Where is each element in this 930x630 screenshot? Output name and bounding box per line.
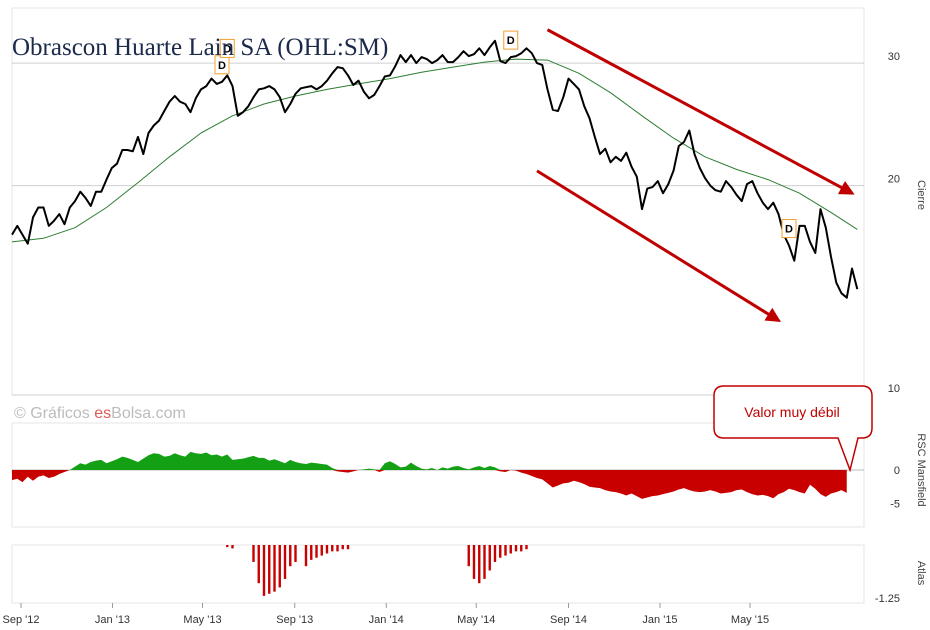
panel-frame-0	[11, 7, 865, 396]
callout: Valor muy débil	[713, 385, 873, 473]
rsc-positive-area	[12, 451, 847, 470]
atlas-bar	[483, 545, 486, 579]
atlas-bar	[488, 545, 491, 571]
atlas-bar	[509, 545, 512, 554]
atlas-bar	[320, 545, 323, 556]
rsc-negative-area	[12, 470, 847, 499]
dividend-marker-label: D	[785, 224, 793, 236]
atlas-bar	[341, 545, 344, 550]
watermark: © Gráficos esBolsa.com	[14, 405, 186, 422]
dividend-marker-label: D	[507, 35, 515, 47]
atlas-bar	[278, 545, 281, 588]
chart-title: Obrascon Huarte Lain SA (OHL:SM)	[12, 34, 388, 61]
atlas-bar	[514, 545, 518, 552]
atlas-bar	[310, 545, 313, 560]
x-tick-label: Sep '14	[550, 614, 587, 626]
x-tick-label: Jan '14	[369, 614, 404, 626]
x-tick-label: Jan '15	[642, 614, 677, 626]
atlas-bar	[478, 545, 481, 584]
x-tick-label: Jan '13	[95, 614, 130, 626]
rsc-axis-title: RSC Mansfield	[915, 433, 927, 506]
dividend-marker	[219, 38, 235, 58]
dividend-marker	[503, 30, 519, 50]
atlas-bar	[525, 545, 528, 550]
moving-average-line	[11, 58, 858, 243]
x-tick-label: May '13	[183, 614, 221, 626]
atlas-bar	[336, 545, 339, 552]
rsc-y-tick-label: -5	[890, 499, 900, 511]
panel-frame-2	[11, 544, 865, 604]
x-tick-label: Sep '12	[3, 614, 40, 626]
atlas-bar	[499, 545, 502, 558]
dividend-marker-label: D	[218, 60, 226, 72]
price-y-tick-label: 20	[888, 174, 900, 186]
atlas-bar	[262, 545, 266, 596]
atlas-bar	[273, 545, 276, 592]
atlas-axis-title: Atlas	[915, 561, 927, 586]
x-tick-label: May '15	[731, 614, 769, 626]
dividend-marker	[781, 219, 797, 239]
atlas-bar	[252, 545, 255, 562]
price-y-tick-label: 10	[888, 383, 900, 395]
trend-arrow-0	[546, 28, 855, 195]
atlas-bar	[325, 545, 329, 554]
atlas-bar	[331, 545, 334, 552]
atlas-bar	[504, 545, 507, 556]
atlas-bar	[520, 545, 523, 552]
atlas-bar	[304, 545, 308, 567]
atlas-bar	[315, 545, 318, 558]
atlas-bar	[346, 545, 350, 550]
callout-bubble	[713, 385, 873, 473]
atlas-y-tick-label: -1.25	[875, 593, 900, 605]
atlas-bar	[472, 545, 476, 579]
atlas-bar	[467, 545, 470, 567]
atlas-bar	[268, 545, 271, 594]
atlas-bar	[493, 545, 497, 562]
atlas-bar	[283, 545, 287, 579]
callout-text: Valor muy débil	[744, 404, 839, 420]
dividend-marker-label: D	[223, 43, 231, 55]
atlas-bar	[289, 545, 292, 567]
trend-arrow-1	[536, 169, 782, 322]
x-tick-label: Sep '13	[276, 614, 313, 626]
x-tick-label: May '14	[457, 614, 495, 626]
atlas-bar	[226, 545, 229, 548]
atlas-bar	[231, 545, 234, 549]
atlas-bar	[257, 545, 260, 584]
rsc-y-tick-label: 0	[894, 465, 900, 477]
price-y-tick-label: 30	[888, 51, 900, 63]
price-line	[11, 39, 859, 299]
atlas-bar	[294, 545, 297, 562]
price-axis-title: Cierre	[915, 180, 927, 210]
